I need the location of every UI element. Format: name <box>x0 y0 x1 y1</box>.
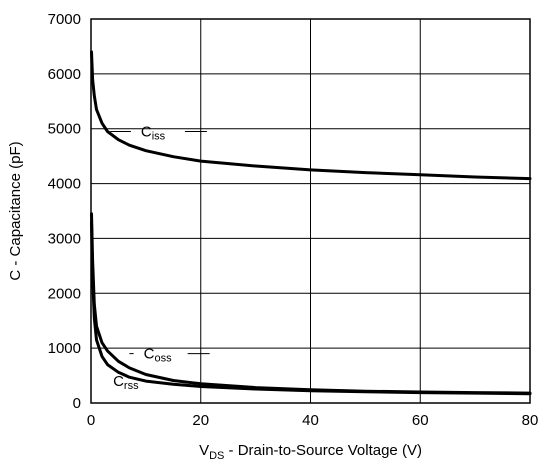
y-tick-label: 7000 <box>48 11 81 28</box>
y-tick-label: 0 <box>73 395 81 412</box>
curve-labels: Ciss Coss Crss <box>110 123 210 392</box>
x-tick-label: 20 <box>192 412 209 429</box>
x-tick-label: 60 <box>412 412 429 429</box>
grid <box>91 19 530 403</box>
series-label-rss: Crss <box>113 373 139 392</box>
x-tick-label: 40 <box>302 412 319 429</box>
y-tick-label: 4000 <box>48 176 81 193</box>
x-axis-title-rest: - Drain-to-Source Voltage (V) <box>224 442 422 459</box>
y-tick-label: 5000 <box>48 121 81 138</box>
series-line-iss <box>90 50 532 181</box>
curves <box>90 50 532 396</box>
x-tick-label: 80 <box>522 412 539 429</box>
y-tick-label: 6000 <box>48 66 81 83</box>
series-label-oss: Coss <box>144 346 172 365</box>
series-label-iss: Ciss <box>141 123 166 142</box>
x-axis-title-sub: DS <box>209 450 224 462</box>
x-tick-labels: 0 20 40 60 80 <box>87 412 539 429</box>
x-axis-title: VDS - Drain-to-Source Voltage (V) <box>199 442 422 462</box>
x-axis-title-main: V <box>199 442 209 459</box>
y-tick-label: 3000 <box>48 230 81 247</box>
x-tick-label: 0 <box>87 412 95 429</box>
plot-frame <box>90 18 531 404</box>
y-tick-label: 1000 <box>48 340 81 357</box>
y-axis-title: C - Capacitance (pF) <box>7 141 24 280</box>
y-tick-labels: 0 1000 2000 3000 4000 5000 6000 7000 <box>48 11 81 412</box>
series-line-rss <box>90 220 532 396</box>
y-tick-label: 2000 <box>48 285 81 302</box>
